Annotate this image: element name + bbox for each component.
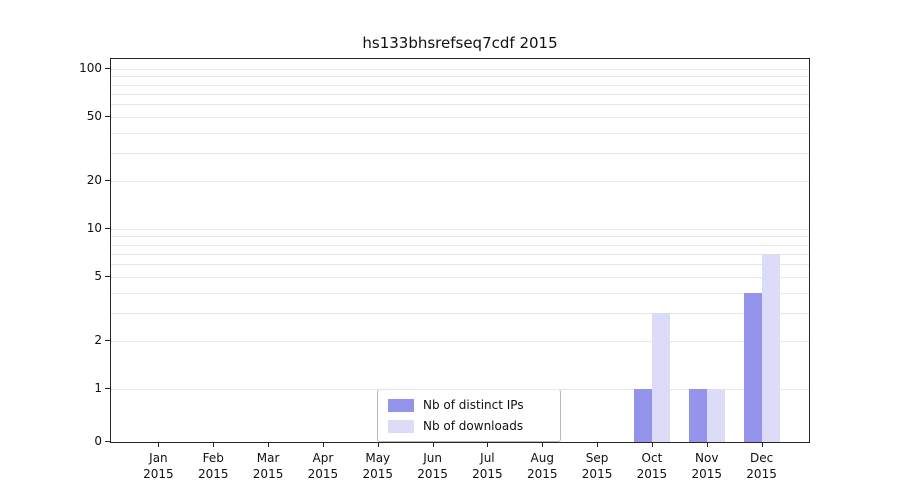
grid-line: [111, 93, 809, 95]
y-tick-label: 2: [94, 332, 102, 347]
y-tick-mark: [105, 441, 110, 442]
y-tick-mark: [105, 179, 110, 181]
y-tick-mark: [105, 276, 110, 278]
x-tick-label: Sep 2015: [581, 451, 613, 481]
x-tick-label: Nov 2015: [691, 451, 723, 481]
grid-line: [111, 117, 809, 119]
y-tick-mark: [105, 339, 110, 341]
grid-line: [111, 180, 809, 182]
x-tick-mark: [706, 443, 708, 447]
grid-line: [111, 277, 809, 279]
legend-label: Nb of downloads: [423, 419, 524, 433]
y-tick-label: 0: [94, 434, 102, 448]
plot-area: Nb of distinct IPs Nb of downloads: [110, 58, 810, 443]
x-tick-label: Jun 2015: [417, 451, 448, 481]
y-tick-label: 10: [86, 221, 102, 235]
x-tick-label: Aug 2015: [526, 451, 558, 481]
x-tick-label: Oct 2015: [636, 451, 668, 481]
y-tick-label: 100: [79, 61, 102, 75]
y-tick-mark: [105, 388, 110, 389]
x-tick-mark: [158, 443, 160, 447]
grid-line: [111, 244, 809, 246]
y-tick-mark: [105, 116, 110, 118]
grid-line: [111, 253, 809, 255]
chart-title: hs133bhsrefseq7cdf 2015: [362, 34, 558, 52]
bar-downloads: [651, 312, 670, 442]
x-tick-mark: [487, 443, 489, 447]
x-tick-mark: [432, 443, 434, 447]
x-tick-mark: [597, 443, 599, 447]
y-tick-label: 20: [86, 172, 102, 187]
grid-line: [111, 389, 809, 390]
grid-line: [111, 104, 809, 106]
grid-line: [111, 340, 809, 342]
bar-distinct-ips: [633, 389, 652, 442]
bar-downloads: [761, 253, 780, 442]
x-tick-mark: [651, 443, 653, 447]
legend-label: Nb of distinct IPs: [423, 398, 524, 412]
x-tick-label: May 2015: [362, 451, 394, 481]
x-tick-mark: [268, 443, 270, 447]
x-tick-mark: [377, 443, 379, 447]
y-tick-mark: [105, 68, 110, 69]
grid-line: [111, 236, 809, 238]
grid-line: [111, 152, 809, 154]
x-tick-label: Jul 2015: [472, 451, 503, 481]
grid-line: [111, 132, 809, 134]
x-tick-label: Jan 2015: [143, 451, 174, 481]
y-tick-label: 5: [94, 269, 102, 284]
y-tick-label: 50: [86, 109, 102, 124]
grid-line: [111, 264, 809, 266]
legend-item: Nb of downloads: [388, 419, 550, 433]
y-tick-mark: [105, 228, 110, 229]
grid-line: [111, 292, 809, 294]
bar-downloads: [706, 389, 725, 442]
x-tick-label: Mar 2015: [252, 451, 284, 481]
grid-line: [111, 84, 809, 86]
legend: Nb of distinct IPs Nb of downloads: [377, 389, 561, 442]
grid-line: [111, 76, 809, 78]
bar-distinct-ips: [688, 389, 707, 442]
x-tick-label: Feb 2015: [197, 451, 229, 481]
x-tick-mark: [761, 443, 763, 447]
y-tick-label: 1: [94, 381, 102, 395]
x-tick-mark: [542, 443, 544, 447]
x-tick-mark: [322, 443, 324, 447]
legend-swatch-downloads: [388, 419, 414, 433]
x-tick-label: Dec 2015: [746, 451, 777, 481]
legend-swatch-distinct-ips: [388, 398, 414, 412]
x-tick-mark: [213, 443, 215, 447]
grid-line: [111, 69, 809, 70]
legend-item: Nb of distinct IPs: [388, 398, 550, 412]
bar-distinct-ips: [743, 292, 762, 442]
x-tick-label: Apr 2015: [307, 451, 339, 481]
grid-line: [111, 312, 809, 314]
grid-line: [111, 229, 809, 230]
